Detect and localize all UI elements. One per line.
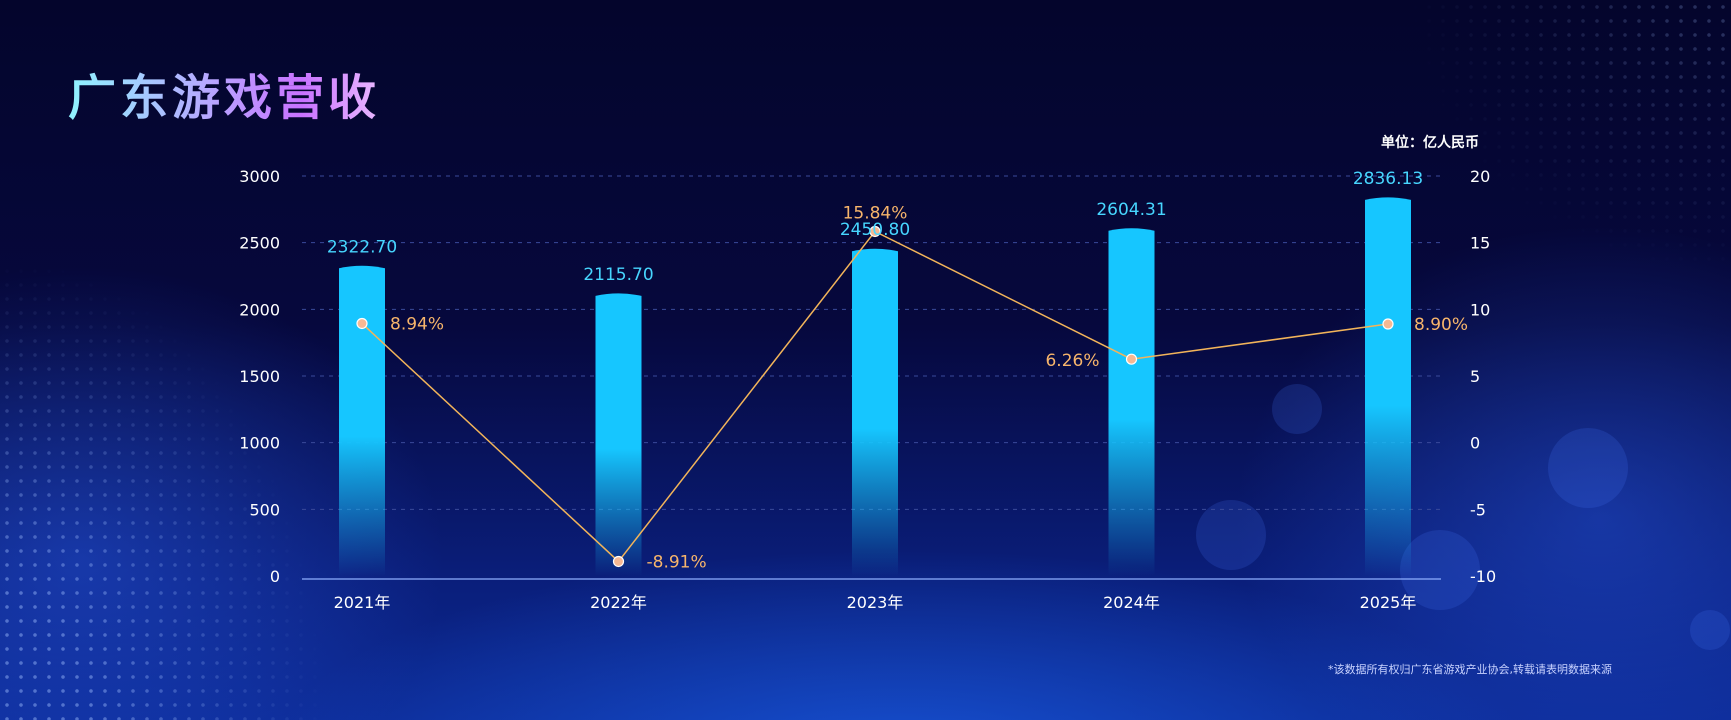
bar-value-label: 2836.13 [1353, 169, 1423, 189]
unit-label: 单位：亿人民币 [1381, 135, 1479, 151]
bar-value-label: 2322.70 [327, 237, 397, 257]
line-point [1382, 318, 1394, 330]
bar [595, 293, 642, 576]
y2-axis-tick-label: 20 [1470, 167, 1490, 186]
bar [1108, 228, 1155, 576]
x-axis-tick-label: 2021年 [334, 593, 391, 612]
bokeh-circle [1400, 530, 1480, 610]
growth-rate-label: 15.84% [843, 203, 908, 223]
x-axis-tick-label: 2025年 [1360, 593, 1417, 612]
y-axis-tick-label: 500 [249, 500, 280, 519]
line-point [612, 555, 625, 568]
bar [1365, 197, 1411, 576]
x-axis-tick-label: 2024年 [1103, 593, 1160, 612]
bokeh-circle [1690, 610, 1730, 650]
data-labels: 2322.70 2115.70 2450.80 2604.31 2836.13 8.94%… [327, 169, 1468, 573]
page-title: 广东游戏营收 [68, 58, 380, 128]
y-axis-tick-label: 3000 [239, 167, 280, 186]
line-point [869, 225, 881, 238]
x-axis-tick-label: 2023年 [847, 593, 904, 612]
source-footnote: *该数据所有权归广东省游戏产业协会,转载请表明数据来源 [1328, 663, 1612, 676]
bar-value-label: 2115.70 [583, 265, 653, 285]
dot-pattern-right [1380, 0, 1731, 300]
growth-rate-label: 8.94% [390, 314, 444, 334]
bokeh-circle [1196, 500, 1266, 570]
growth-rate-label: 8.90% [1414, 315, 1468, 335]
bar-series [339, 197, 1411, 576]
growth-line-series [356, 225, 1394, 568]
y-axis-tick-label: 1000 [239, 434, 280, 453]
y2-axis-tick-label: 0 [1470, 434, 1480, 453]
y-axis-tick-label: 2000 [239, 300, 280, 319]
y2-axis-tick-label: 15 [1470, 234, 1490, 253]
y-axis-tick-label: 0 [270, 567, 280, 586]
bar [339, 265, 385, 576]
bokeh-circle [1272, 384, 1322, 434]
bokeh-circle [1548, 428, 1628, 508]
growth-rate-label: -8.91% [647, 552, 707, 572]
growth-rate-label: 6.26% [1045, 351, 1099, 371]
y2-axis-tick-label: -10 [1470, 567, 1496, 586]
y-axis-tick-label: 1500 [239, 367, 280, 386]
line-point [356, 317, 368, 330]
bar-value-label: 2604.31 [1096, 200, 1166, 220]
y2-axis-tick-label: 5 [1470, 367, 1480, 386]
y2-axis-tick-label: -5 [1470, 500, 1486, 519]
line-point [1125, 353, 1138, 365]
y-axis-tick-label: 2500 [239, 234, 280, 253]
bar-value-label: 2450.80 [840, 220, 910, 240]
dot-pattern-left [0, 250, 330, 720]
axes: 0 500 1000 1500 2000 2500 3000 -10 -5 0 5 10 15 20 202… [239, 167, 1496, 612]
x-axis-tick-label: 2022年 [590, 593, 647, 612]
bar [852, 248, 898, 576]
y2-axis-tick-label: 10 [1470, 300, 1490, 319]
